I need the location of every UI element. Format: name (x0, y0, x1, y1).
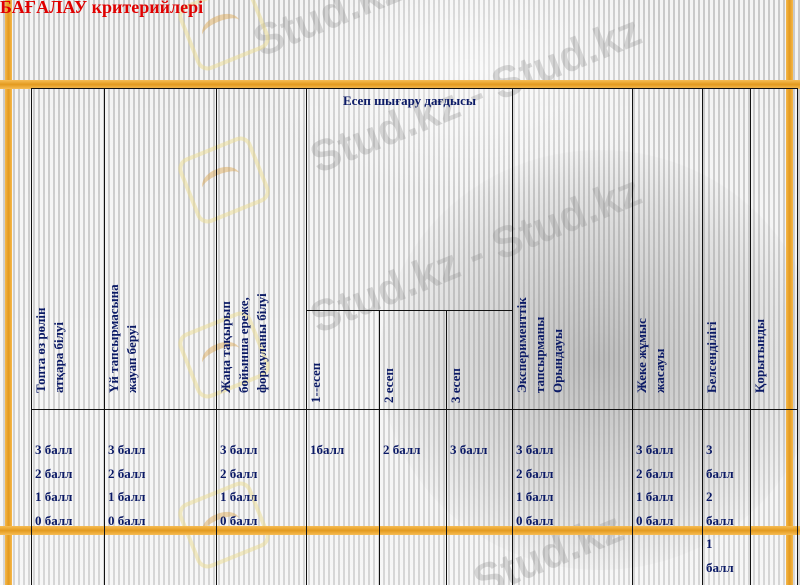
score-value: 1балл (310, 442, 345, 457)
score-value: 0 балл (108, 512, 146, 528)
watermark-text: Stud.kz (246, 0, 410, 67)
score-cell (750, 409, 798, 585)
score-value: 2 балл (35, 465, 73, 481)
score-value: 0 балл (35, 512, 73, 528)
score-value: 1 балл (636, 489, 674, 504)
score-value: 3 балл (450, 442, 488, 457)
score-value: 2 балл (220, 465, 258, 481)
score-value: 2 (706, 489, 713, 504)
score-value: 0 балл (220, 512, 258, 528)
header-cell: Топта өз рөлін атқара білуі (31, 88, 105, 410)
score-value: 2 балл (516, 465, 554, 481)
score-value: 3 балл (516, 442, 554, 457)
header-cell: Қорытынды (750, 88, 798, 410)
score-cell: 3 балл 2 балл 1 балл 0 балл (512, 409, 633, 585)
score-value: 1 балл (35, 489, 73, 504)
header-cell: Үй тапсырмасына жауап беруі (104, 88, 217, 410)
page-title: БАҒАЛАУ критерийлері (0, 0, 204, 17)
score-cell: 3 балл (446, 409, 513, 585)
subheader-cell: 1--есеп (306, 310, 380, 410)
subheader-cell: 2 есеп (379, 310, 447, 410)
column-header: Эксперименттік тапсырманы Орындауы (514, 297, 565, 393)
score-cell: 3 балл 2 балл 1 балл 0 балл (31, 409, 105, 585)
score-value: 3 балл (636, 442, 674, 457)
score-cell: 3 балл 2 балл 1 балл 0 балл (216, 409, 307, 585)
column-header: Топта өз рөлін атқара білуі (33, 307, 66, 393)
score-value: 2 балл (636, 465, 674, 481)
score-value: 3 балл (35, 442, 73, 457)
criteria-table: Топта өз рөлін атқара білуі Үй тапсырмас… (31, 88, 798, 585)
score-value: балл (706, 465, 734, 481)
frame-post-left (5, 0, 12, 585)
column-header: Үй тапсырмасына жауап беруі (106, 284, 139, 393)
subheader-cell: 3 есеп (446, 310, 513, 410)
score-value: 0 (706, 579, 750, 585)
score-value: 3 балл (108, 442, 146, 457)
score-value: 2 балл (108, 465, 146, 481)
score-value: 0 балл (636, 512, 674, 528)
score-cell: 2 балл (379, 409, 447, 585)
column-header: Қорытынды (752, 318, 767, 393)
score-value: 1 балл (108, 489, 146, 504)
score-value: 3 балл (220, 442, 258, 457)
header-cell: Жеке жұмыс жасауы (632, 88, 703, 410)
header-cell: Белсенділігі (702, 88, 751, 410)
score-value: 1 балл (220, 489, 258, 504)
score-value: 1 (706, 536, 713, 551)
column-header: Жеке жұмыс жасауы (634, 318, 667, 393)
header-cell: Эксперименттік тапсырманы Орындауы (512, 88, 633, 410)
column-header: 2 есеп (381, 368, 396, 403)
column-header: Жаңа тақырып бойынша ереже, формуланы бі… (218, 293, 269, 393)
score-value: 0 балл (516, 512, 554, 528)
score-value: 3 (706, 442, 713, 457)
score-value: балл (706, 559, 734, 575)
column-header: Белсенділігі (704, 321, 719, 393)
score-value: 2 балл (383, 442, 421, 457)
score-cell: 3 балл 2 балл 1 балл 0 балл (104, 409, 217, 585)
column-header: 3 есеп (448, 368, 463, 403)
score-value: 1 балл (516, 489, 554, 504)
score-row: 3 балл 2 балл 1 балл 0 балл 3 балл 2 балл 1 ба… (31, 409, 798, 585)
score-cell: 1балл (306, 409, 380, 585)
frame-rail-top (0, 80, 800, 89)
column-header: 1--есеп (308, 362, 323, 403)
score-value: балл (706, 512, 734, 528)
score-cell: 3 балл 2 балл 1 балл 0 балл (632, 409, 703, 585)
header-cell: Жаңа тақырып бойынша ереже, формуланы бі… (216, 88, 307, 410)
group-header: Есеп шығару дағдысы (306, 88, 513, 311)
score-cell: 3 балл 2 балл 1 балл 0 (702, 409, 751, 585)
